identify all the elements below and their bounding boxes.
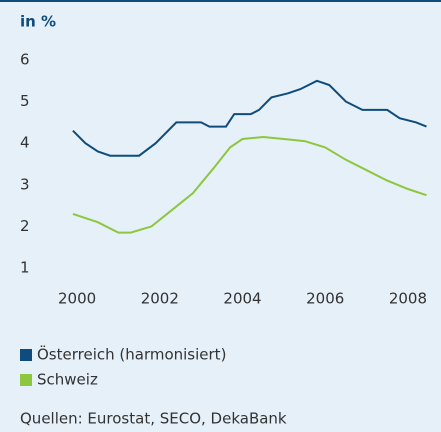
- y-tick-label: 2: [20, 217, 30, 235]
- top-rule: [0, 0, 441, 2]
- y-tick-label: 3: [20, 175, 30, 193]
- series-line: [72, 135, 427, 234]
- unit-label: in %: [20, 13, 56, 31]
- x-tick-label: 2000: [58, 290, 96, 308]
- y-tick-label: 4: [20, 134, 30, 152]
- y-tick-label: 5: [20, 92, 30, 110]
- legend-label: Schweiz: [37, 371, 98, 389]
- x-tick-label: 2004: [223, 290, 261, 308]
- legend-swatch: [20, 349, 32, 361]
- legend-swatch: [20, 374, 32, 386]
- y-tick-label: 6: [20, 51, 30, 69]
- x-tick-label: 2008: [389, 290, 427, 308]
- x-tick-label: 2002: [141, 290, 179, 308]
- legend-label: Österreich (harmonisiert): [37, 345, 226, 364]
- series-line: [72, 79, 427, 157]
- x-tick-label: 2006: [306, 290, 344, 308]
- y-tick-label: 1: [20, 259, 30, 277]
- source: Quellen: Eurostat, SECO, DekaBank: [20, 410, 287, 428]
